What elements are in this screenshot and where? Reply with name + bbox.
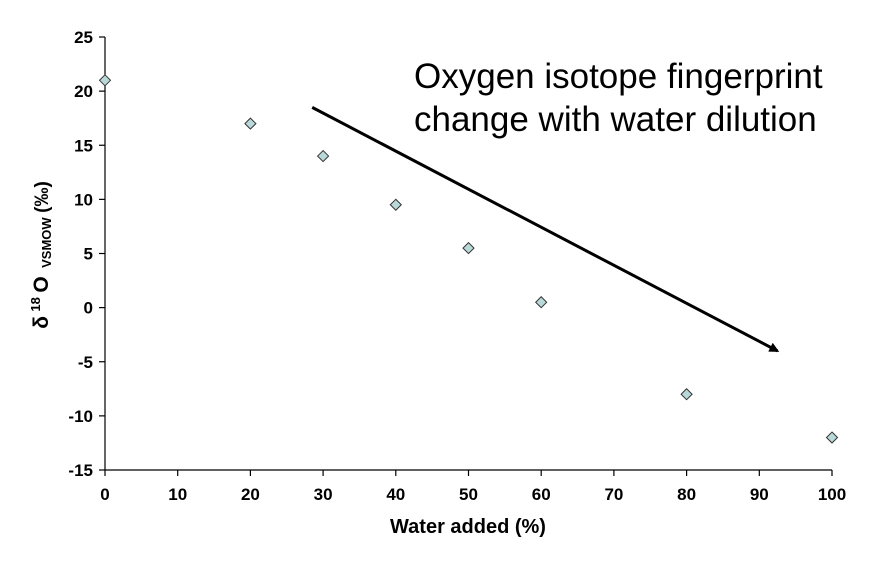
y-tick-label: 0 [84, 299, 93, 318]
data-point [462, 241, 475, 255]
x-tick-label: 60 [532, 485, 551, 504]
x-tick-label: 90 [750, 485, 769, 504]
x-axis-label: Water added (%) [390, 516, 546, 538]
data-point [244, 117, 257, 130]
y-tick-label: 25 [74, 28, 93, 47]
y-label-unit: (‰) [32, 181, 53, 213]
y-label-delta: δ [30, 316, 53, 329]
y-tick-label: 15 [74, 136, 93, 155]
data-point [825, 431, 839, 444]
x-tick-label: 20 [241, 485, 260, 504]
x-tick-label: 0 [100, 485, 109, 504]
x-tick-label: 40 [386, 485, 405, 504]
data-point [98, 74, 112, 87]
annotation-line-2: change with water dilution [414, 100, 817, 139]
y-label-sub: VSMOW [39, 217, 54, 268]
y-tick-label: -10 [68, 407, 93, 426]
x-tick-label: 30 [314, 485, 333, 504]
x-tick-label: 100 [818, 485, 846, 504]
y-tick-label: -5 [78, 353, 93, 372]
data-point [680, 388, 693, 401]
x-tick-label: 10 [168, 485, 187, 504]
y-ticks: 25 20 15 10 5 0 -5 -10 -15 [68, 28, 105, 480]
x-tick-label: 70 [604, 485, 623, 504]
trend-arrow [311, 106, 780, 353]
x-tick-label: 50 [459, 485, 478, 504]
annotation-text: Oxygen isotope fingerprint change with w… [414, 57, 832, 139]
data-point [534, 296, 548, 309]
x-tick-label: 80 [677, 485, 696, 504]
data-points [98, 74, 839, 444]
y-tick-label: 5 [84, 245, 93, 264]
y-tick-label: 10 [74, 190, 93, 209]
data-point [316, 149, 330, 163]
y-label-sup: 18 [28, 297, 43, 311]
data-point [389, 198, 403, 211]
annotation-line-1: Oxygen isotope fingerprint [414, 57, 823, 96]
y-axis-label: δ 18 O VSMOW (‰) [27, 181, 55, 329]
y-tick-label: -15 [68, 461, 93, 480]
y-tick-label: 20 [74, 82, 93, 101]
y-label-base: O [30, 276, 53, 292]
x-ticks: 0 10 20 30 40 50 60 70 80 90 100 [100, 470, 846, 504]
